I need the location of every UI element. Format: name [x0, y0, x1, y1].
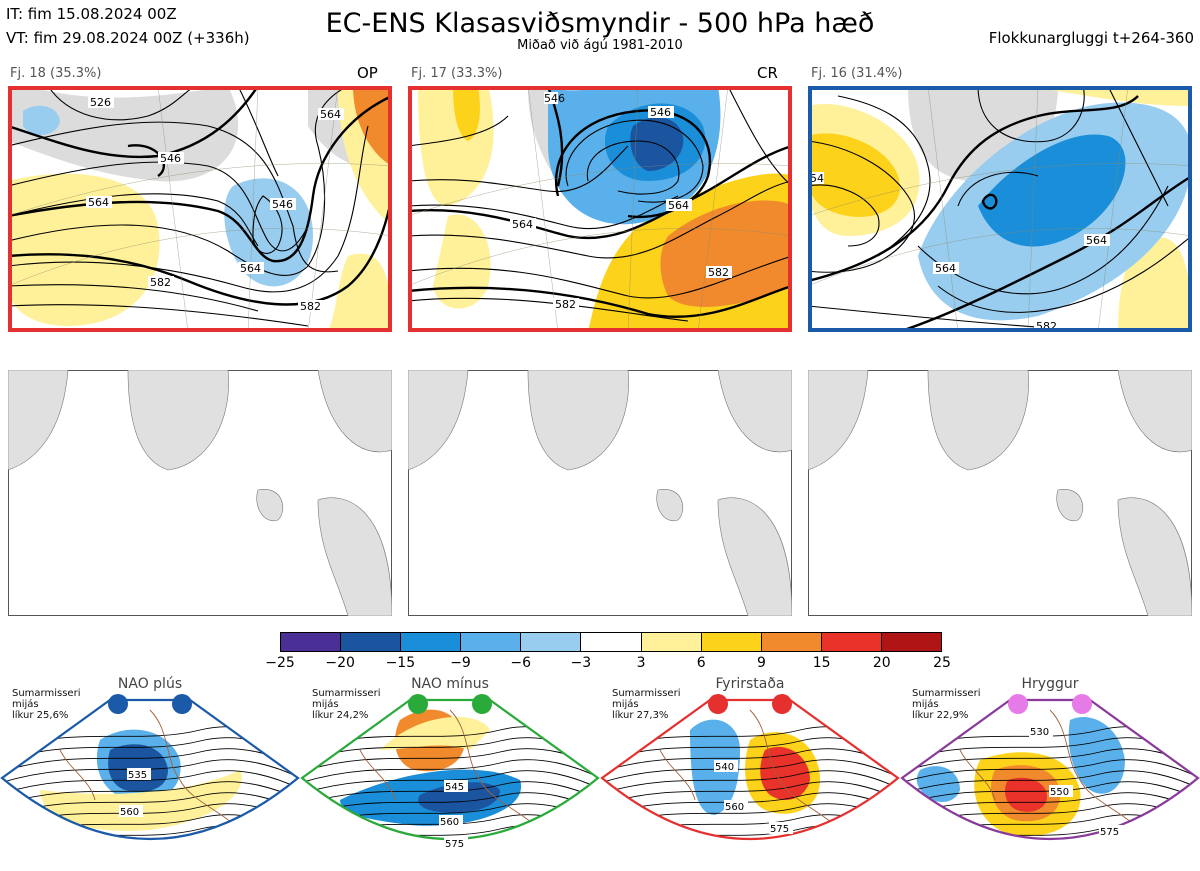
- color-scale-tick: 3: [636, 655, 646, 671]
- color-swatch: [641, 633, 702, 651]
- regime-season: Sumarmisseri: [912, 688, 981, 699]
- color-swatch: [581, 633, 642, 651]
- cluster-map-2: 546 546 564 564 582 582: [408, 86, 792, 332]
- regime-map: 530 550 575: [900, 698, 1200, 840]
- classification-window: Flokkunargluggi t+264-360: [988, 29, 1194, 47]
- panel-1-tag: OP: [357, 64, 378, 82]
- contour-label: 546: [650, 106, 671, 119]
- regime-season: Sumarmisseri: [312, 688, 381, 699]
- regime-period: mijás: [312, 699, 339, 710]
- regime-likelihood: líkur 24,2%: [312, 710, 369, 721]
- regime-contour-label: 550: [1050, 787, 1069, 798]
- contour-label: 546: [544, 92, 565, 105]
- panel-3-label: Fj. 16 (31.4%): [811, 66, 903, 81]
- regime-map: 535 560: [0, 698, 300, 840]
- regime-season: Sumarmisseri: [12, 688, 81, 699]
- regime-likelihood: líkur 25,6%: [12, 710, 69, 721]
- regime-contour-label: 575: [1100, 827, 1119, 838]
- regime-season: Sumarmisseri: [612, 688, 681, 699]
- regime-likelihood: líkur 27,3%: [612, 710, 669, 721]
- empty-map-2: [408, 370, 792, 616]
- cluster-map-3: 54 564 564 582: [808, 86, 1192, 332]
- color-scale-tick: 20: [872, 655, 891, 671]
- cluster-map-1: 526 546 564 546 564 582 582 564: [8, 86, 392, 332]
- regime-map: 545 560 575: [300, 698, 600, 850]
- panel-2-tag: CR: [757, 64, 778, 82]
- regime-contour-label: 530: [1030, 727, 1049, 738]
- regime-contour-label: 560: [120, 807, 139, 818]
- color-swatch: [281, 633, 342, 651]
- empty-map-1: [8, 370, 392, 616]
- regime-marker-dot: [408, 694, 428, 714]
- contour-label: 564: [512, 218, 533, 231]
- color-scale: [280, 632, 942, 652]
- color-scale-tick: −25: [265, 655, 295, 671]
- contour-label: 582: [708, 266, 729, 279]
- regime-contour-label: 560: [440, 817, 459, 828]
- regime-period: mijás: [12, 699, 39, 710]
- regime-map: 540 560 575: [600, 698, 900, 840]
- contour-label: 564: [88, 196, 109, 209]
- regime-contour-label: 535: [128, 770, 147, 781]
- regime-period: mijás: [912, 699, 939, 710]
- regime-marker-dot: [1008, 694, 1028, 714]
- page-title: EC-ENS Klasasviðsmyndir - 500 hPa hæð: [325, 8, 875, 39]
- contour-label: 564: [668, 199, 689, 212]
- regime-contour-label: 540: [715, 762, 734, 773]
- color-swatch: [881, 633, 942, 651]
- color-swatch: [521, 633, 582, 651]
- regime-title: Fyrirstaða: [715, 676, 785, 692]
- regime-contour-label: 575: [770, 824, 789, 835]
- valid-time: VT: fim 29.08.2024 00Z (+336h): [6, 29, 250, 47]
- cluster-frame: [8, 86, 392, 332]
- regime-marker-dot: [708, 694, 728, 714]
- color-swatch: [821, 633, 882, 651]
- panel-2-label: Fj. 17 (33.3%): [411, 66, 503, 81]
- init-time: IT: fim 15.08.2024 00Z: [6, 5, 177, 23]
- contour-label: 582: [150, 276, 171, 289]
- contour-label: 564: [240, 262, 261, 275]
- contour-label: 546: [160, 152, 181, 165]
- color-scale-tick: 15: [812, 655, 831, 671]
- color-swatch: [401, 633, 462, 651]
- color-scale-tick: −20: [325, 655, 355, 671]
- regime-marker-dot: [108, 694, 128, 714]
- regime-period: mijás: [612, 699, 639, 710]
- regime-marker-dot: [1072, 694, 1092, 714]
- regime-likelihood: líkur 22,9%: [912, 710, 969, 721]
- regime-title: NAO plús: [117, 676, 183, 692]
- color-scale-tick: 25: [933, 655, 951, 671]
- color-scale-tick: 6: [696, 655, 706, 671]
- color-scale-tick: −6: [510, 655, 532, 671]
- cluster-frame: [808, 86, 1192, 332]
- contour-label: 582: [555, 298, 576, 311]
- color-swatch: [701, 633, 762, 651]
- contour-label: 582: [300, 300, 321, 313]
- regime-marker-dot: [172, 694, 192, 714]
- empty-map-3: [808, 370, 1192, 616]
- cluster-frame: [408, 86, 792, 332]
- contour-label: 564: [1086, 234, 1107, 247]
- regime-contour-label: 545: [445, 782, 464, 793]
- regime-marker-dot: [472, 694, 492, 714]
- regime-title: NAO mínus: [411, 676, 489, 692]
- contour-label: 526: [90, 96, 111, 109]
- color-swatch: [341, 633, 402, 651]
- color-scale-tick: −15: [385, 655, 416, 671]
- color-scale-tick: −9: [450, 655, 471, 671]
- color-swatch: [761, 633, 822, 651]
- regime-title: Hryggur: [1021, 676, 1079, 692]
- regime-contour-label: 575: [445, 839, 464, 850]
- color-swatch: [461, 633, 522, 651]
- color-scale-tick: −3: [570, 655, 592, 671]
- regime-contour-label: 560: [725, 802, 744, 813]
- panel-1-label: Fj. 18 (35.3%): [10, 66, 102, 81]
- contour-label: 546: [272, 198, 293, 211]
- climatology-subtitle: Miðað við ágú 1981-2010: [517, 38, 683, 53]
- contour-label: 564: [320, 108, 341, 121]
- regime-marker-dot: [772, 694, 792, 714]
- contour-label: 54: [810, 172, 824, 185]
- color-scale-tick: 9: [756, 655, 766, 671]
- contour-label: 564: [935, 262, 956, 275]
